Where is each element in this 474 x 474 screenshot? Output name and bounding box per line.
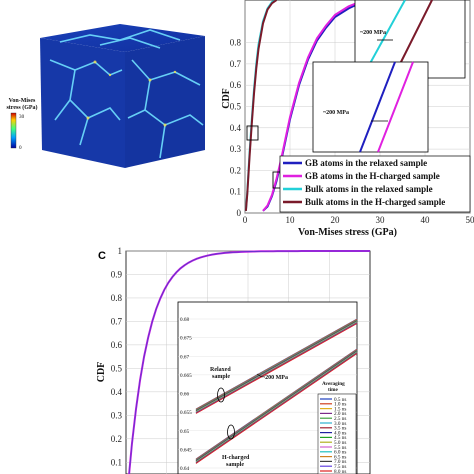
inset-gb-relaxed-line: [359, 61, 396, 153]
panel-b-x-tick-label: 40: [421, 215, 431, 225]
panel-b-x-tick-label: 10: [286, 215, 296, 225]
panel-b-y-axis-label: CDF: [221, 88, 232, 109]
panel-b-x-tick-label: 0: [243, 215, 248, 225]
panel-c-legend-label: 0.5 ns: [334, 397, 346, 403]
panel-c-label: C: [98, 250, 106, 262]
panel-c-inset-tick-label: 0.675: [180, 336, 192, 342]
panel-c-inset-tick-label: 0.66: [180, 392, 189, 398]
panel-c-legend-label: 5.0 ns: [334, 440, 346, 446]
panel-b-legend-frame: [279, 155, 471, 213]
panel-c-chart: 0.1 0.2 0.3 0.4 0.5 0.6 0.7 0.8 0.9 1 CDF 0.64 0.645…: [96, 246, 371, 474]
inset-bulk-annotation: ~200 MPa: [360, 30, 386, 36]
inset-gb-charged-line: [377, 61, 414, 153]
panel-b-legend: GB atoms in the relaxed sample GB atoms i…: [279, 155, 471, 213]
panel-b-inset-gb: ~200 MPa: [312, 61, 429, 153]
inset-gb-annotation: ~200 MPa: [323, 110, 349, 116]
panel-c-inset: 0.64 0.645 0.65 0.655 0.66 0.665 0.67 0.675 0.68…: [177, 301, 358, 474]
panel-b-x-tick-label: 30: [376, 215, 386, 225]
panel-c-y-tick-label: 0.7: [111, 316, 123, 326]
panel-c-charged-label-line2: sample: [226, 462, 244, 468]
panel-c-inset-tick-label: 0.665: [180, 373, 192, 379]
panel-c-y-tick-label: 0.6: [111, 340, 123, 350]
panel-b-y-tick-label: 0.4: [230, 123, 242, 133]
panel-b-y-tick-label: 0.2: [230, 165, 241, 175]
panel-b-series-line-4: [244, 0, 278, 211]
panel-b-y-tick-label: 0.1: [230, 187, 241, 197]
panel-b-x-tick-label: 20: [331, 215, 341, 225]
panel-b-zoom-box-bulk: [246, 125, 259, 141]
panel-c-charged-label-line1: H-charged: [222, 455, 250, 461]
panel-c-legend-frame: [317, 393, 357, 474]
panel-b-legend-label-1: GB atoms in the relaxed sample: [305, 158, 427, 168]
panel-c-inset-relaxed-line: [195, 323, 358, 414]
panel-b-legend-label-4: Bulk atoms in the H-charged sample: [305, 197, 445, 207]
panel-b-x-tick-label: 50: [466, 215, 474, 225]
panel-c-legend-label: 2.5 ns: [334, 416, 346, 422]
panel-c-relaxed-ellipse: [217, 387, 225, 403]
panel-c-y-tick-label: 0.9: [111, 269, 123, 279]
stress-hotspots: [86, 60, 177, 127]
panel-c-inset-tick-label: 0.68: [180, 317, 189, 323]
cube-top-face: [40, 24, 205, 52]
panel-c-y-tick-label: 1: [118, 246, 123, 256]
panel-b-legend-label-2: GB atoms in the H-charged sample: [305, 171, 440, 181]
panel-c-inset-tick-label: 0.64: [180, 466, 189, 472]
panel-c-legend-label: 3.0 ns: [334, 421, 346, 427]
inset-gb-frame: [312, 61, 429, 153]
panel-c-legend-label: 4.0 ns: [334, 430, 346, 436]
panel-c-legend-label: 5.5 ns: [334, 445, 346, 451]
panel-b-legend-label-3: Bulk atoms in the relaxed sample: [305, 184, 433, 194]
panel-c-cdf-curve-overlay: [128, 250, 370, 474]
colorbar: Von-Mises stress (GPa) 30 0: [6, 98, 37, 151]
panel-c-legend-title-line2: time: [328, 387, 338, 393]
colorbar-title-line2: stress (GPa): [6, 104, 37, 111]
cube-side-face: [125, 36, 205, 168]
panel-c-y-axis-label: CDF: [96, 362, 107, 383]
panel-c-y-tick-label: 0.8: [111, 293, 123, 303]
panel-c-inset-tick-label: 0.655: [180, 410, 192, 416]
panel-b-y-tick-label: 0: [237, 208, 242, 218]
panel-c-inset-tick-label: 0.67: [180, 354, 189, 360]
panel-c-inset-charged-line: [195, 353, 358, 464]
panel-c-legend-label: 1.0 ns: [334, 402, 346, 408]
panel-c-legend-label: 7.5 ns: [334, 464, 346, 470]
panel-b-y-tick-label: 0.8: [230, 38, 242, 48]
panel-c-y-tick-label: 0.3: [111, 410, 123, 420]
panel-c-shift-arrow: [256, 373, 263, 378]
panel-c-legend-label: 8.0 ns: [334, 469, 346, 474]
panel-b-chart: 0 10 20 30 40 50 0 0.1 0.2 0.3 0.4 0.5 0.6 0.7 0.8 Von-…: [221, 0, 474, 238]
panel-c-y-tick-label: 0.4: [111, 387, 123, 397]
panel-c-relaxed-label-line1: Relaxed: [210, 367, 231, 373]
panel-b-y-tick-label: 0.6: [230, 80, 242, 90]
panel-b-x-axis-label: Von-Mises stress (GPa): [298, 227, 397, 238]
panel-c-relaxed-label-line2: sample: [212, 374, 230, 380]
panel-c-shift-annotation: ~200 MPa: [262, 375, 288, 381]
panel-c-charged-ellipse: [227, 424, 235, 440]
panel-c-inset-tick-label: 0.65: [180, 429, 189, 435]
panel-b-y-tick-label: 0.3: [230, 144, 242, 154]
panel-c-legend-label: 4.5 ns: [334, 435, 346, 441]
panel-c-inset-tick-label: 0.645: [180, 447, 192, 453]
cube-front-face: [40, 38, 125, 168]
panel-c-legend-label: 7.0 ns: [334, 459, 346, 465]
colorbar-max-label: 30: [19, 114, 25, 120]
panel-c-y-tick-label: 0.1: [111, 457, 122, 467]
panel-c-legend-title-line1: Averaging: [322, 381, 345, 387]
panel-c-legend-label: 1.5 ns: [334, 406, 346, 412]
colorbar-title-line1: Von-Mises: [9, 98, 36, 104]
stress-cube: [40, 24, 205, 168]
panel-c-y-tick-label: 0.5: [111, 363, 123, 373]
colorbar-min-label: 0: [19, 145, 22, 151]
panel-b-y-tick-label: 0.7: [230, 59, 242, 69]
panel-b-series-line-2: [262, 0, 363, 212]
panel-b-y-tick-label: 0.5: [230, 102, 242, 112]
panel-c-legend-label: 3.5 ns: [334, 426, 346, 432]
panel-c-legend-label: 2.0 ns: [334, 411, 346, 417]
panel-c-legend-label: 6.0 ns: [334, 450, 346, 456]
panel-c-legend-label: 6.5 ns: [334, 454, 346, 460]
colorbar-gradient: [10, 112, 17, 149]
panel-c-y-tick-label: 0.2: [111, 434, 122, 444]
